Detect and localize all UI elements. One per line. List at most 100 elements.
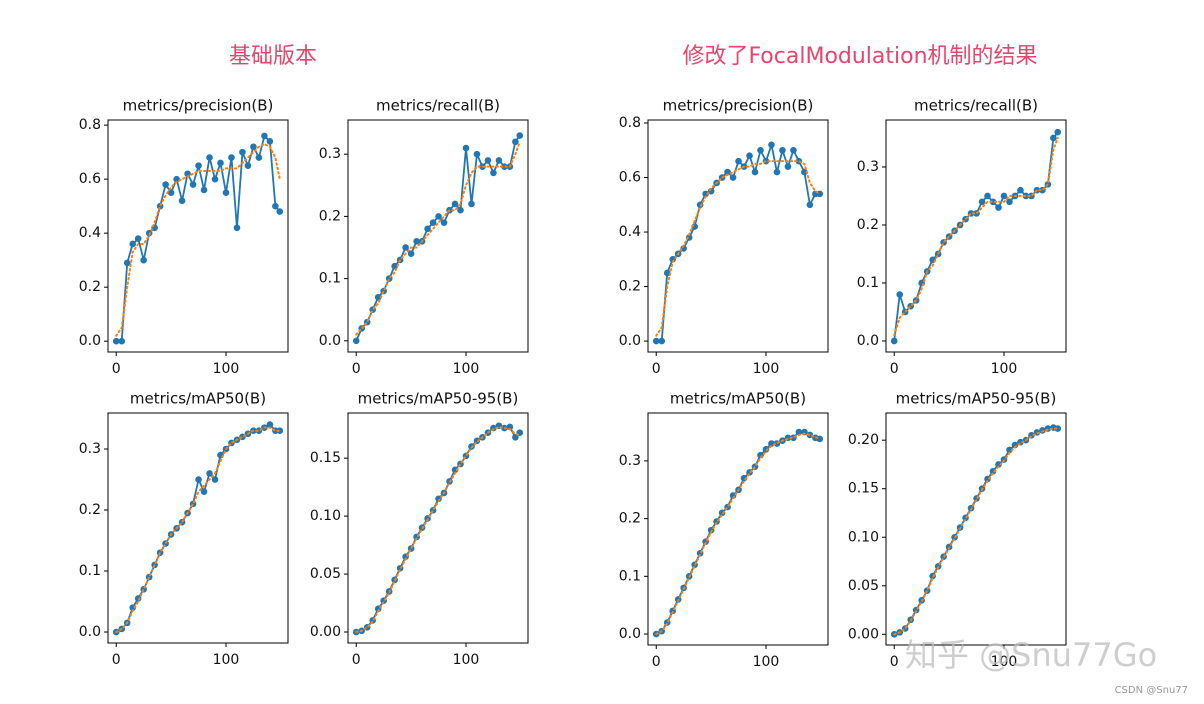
point bbox=[352, 337, 360, 345]
point bbox=[729, 174, 737, 181]
y-tick-label: 0.0 bbox=[619, 626, 641, 642]
point bbox=[735, 157, 742, 165]
y-tick-label: 0.3 bbox=[319, 146, 341, 162]
subplot-title: metrics/mAP50(B) bbox=[130, 390, 266, 408]
axes-frame bbox=[647, 412, 829, 646]
point bbox=[173, 175, 180, 183]
x-tick-label: 0 bbox=[112, 361, 121, 377]
point bbox=[211, 476, 219, 483]
y-tick-label: 0.4 bbox=[619, 224, 641, 240]
point bbox=[746, 152, 753, 160]
axes-frame bbox=[347, 119, 529, 353]
point bbox=[272, 202, 279, 210]
heading: 基础版本 bbox=[229, 44, 317, 69]
y-tick-label: 0.15 bbox=[310, 450, 341, 466]
point bbox=[658, 337, 666, 345]
plot-area bbox=[112, 421, 284, 636]
point bbox=[266, 421, 274, 428]
series-line bbox=[355, 140, 521, 336]
point bbox=[816, 435, 824, 443]
subplot: metrics/mAP50-95(B) 0.00 0.05 0.10 0.15 0.20 0… bbox=[848, 390, 1067, 670]
subplot: metrics/mAP50(B) 0.0 0.1 0.2 0.3 0 100 bbox=[79, 390, 289, 668]
y-tick-label: 0.0 bbox=[79, 624, 101, 640]
y-tick-label: 0.05 bbox=[848, 578, 879, 594]
x-tick-label: 100 bbox=[213, 652, 240, 668]
subplot-title: metrics/mAP50(B) bbox=[670, 390, 806, 408]
point bbox=[112, 337, 120, 345]
point bbox=[989, 198, 997, 206]
plot-area bbox=[890, 424, 1062, 638]
point bbox=[490, 169, 497, 177]
subplot: metrics/recall(B) 0.0 0.1 0.2 0.3 0 100 bbox=[319, 97, 529, 377]
point bbox=[244, 162, 252, 169]
y-tick-label: 0.10 bbox=[848, 529, 879, 545]
x-tick-label: 0 bbox=[890, 361, 899, 377]
point bbox=[189, 181, 197, 188]
point bbox=[228, 154, 235, 161]
y-tick-label: 0.1 bbox=[619, 568, 641, 584]
point bbox=[451, 200, 459, 208]
series-line bbox=[893, 131, 1059, 342]
point bbox=[206, 470, 213, 477]
x-tick-label: 0 bbox=[352, 361, 361, 377]
point bbox=[484, 157, 492, 164]
point bbox=[217, 159, 224, 167]
subplot: metrics/mAP50-95(B) 0.00 0.05 0.10 0.15 0 100 bbox=[310, 390, 529, 668]
y-tick-label: 0.8 bbox=[619, 115, 641, 131]
y-tick-label: 0.0 bbox=[319, 333, 341, 349]
y-tick-label: 0.1 bbox=[857, 275, 879, 291]
point bbox=[402, 244, 409, 251]
series-line bbox=[893, 426, 1058, 636]
point bbox=[1050, 134, 1057, 142]
x-tick-label: 100 bbox=[753, 361, 780, 377]
point bbox=[468, 200, 475, 208]
series-line bbox=[115, 423, 280, 633]
point bbox=[118, 337, 126, 345]
series-line bbox=[655, 160, 821, 337]
plot-area bbox=[652, 428, 824, 638]
point bbox=[195, 476, 202, 483]
x-tick-label: 0 bbox=[112, 652, 121, 668]
series-line bbox=[355, 425, 521, 633]
point bbox=[145, 229, 153, 237]
watermark: 知乎 @Snu77Go bbox=[905, 636, 1157, 674]
plot-area bbox=[352, 422, 524, 636]
point bbox=[495, 157, 503, 164]
axes-frame bbox=[885, 412, 1067, 646]
point bbox=[978, 198, 986, 206]
series-line bbox=[115, 142, 281, 337]
y-tick-label: 0.4 bbox=[79, 225, 101, 241]
subplot-title: metrics/mAP50-95(B) bbox=[358, 390, 519, 408]
point bbox=[751, 168, 759, 176]
point bbox=[429, 219, 437, 226]
point bbox=[995, 461, 1002, 468]
subplot-title: metrics/precision(B) bbox=[663, 97, 814, 115]
point bbox=[140, 256, 147, 264]
plot-area bbox=[890, 128, 1062, 345]
point bbox=[440, 219, 448, 226]
subplot: metrics/mAP50(B) 0.0 0.1 0.2 0.3 0 100 bbox=[619, 390, 829, 670]
y-tick-label: 0.05 bbox=[310, 566, 341, 582]
y-tick-label: 0.2 bbox=[857, 217, 879, 233]
subplot: metrics/precision(B) 0.0 0.2 0.4 0.6 0.8 0 100 bbox=[619, 97, 829, 377]
point bbox=[890, 337, 898, 345]
y-tick-label: 0.1 bbox=[79, 563, 101, 579]
point bbox=[178, 197, 186, 205]
point bbox=[724, 168, 731, 176]
point bbox=[255, 154, 263, 161]
y-tick-label: 0.6 bbox=[619, 170, 641, 186]
series-line bbox=[655, 431, 820, 635]
series-line bbox=[355, 135, 521, 342]
point bbox=[663, 269, 671, 277]
point bbox=[516, 132, 524, 139]
series-line bbox=[893, 427, 1059, 636]
point bbox=[1006, 198, 1013, 206]
series-line bbox=[656, 141, 820, 342]
point bbox=[806, 201, 814, 209]
y-tick-label: 0.0 bbox=[857, 333, 879, 349]
point bbox=[768, 141, 775, 149]
point bbox=[162, 181, 169, 188]
y-tick-label: 0.1 bbox=[319, 271, 341, 287]
